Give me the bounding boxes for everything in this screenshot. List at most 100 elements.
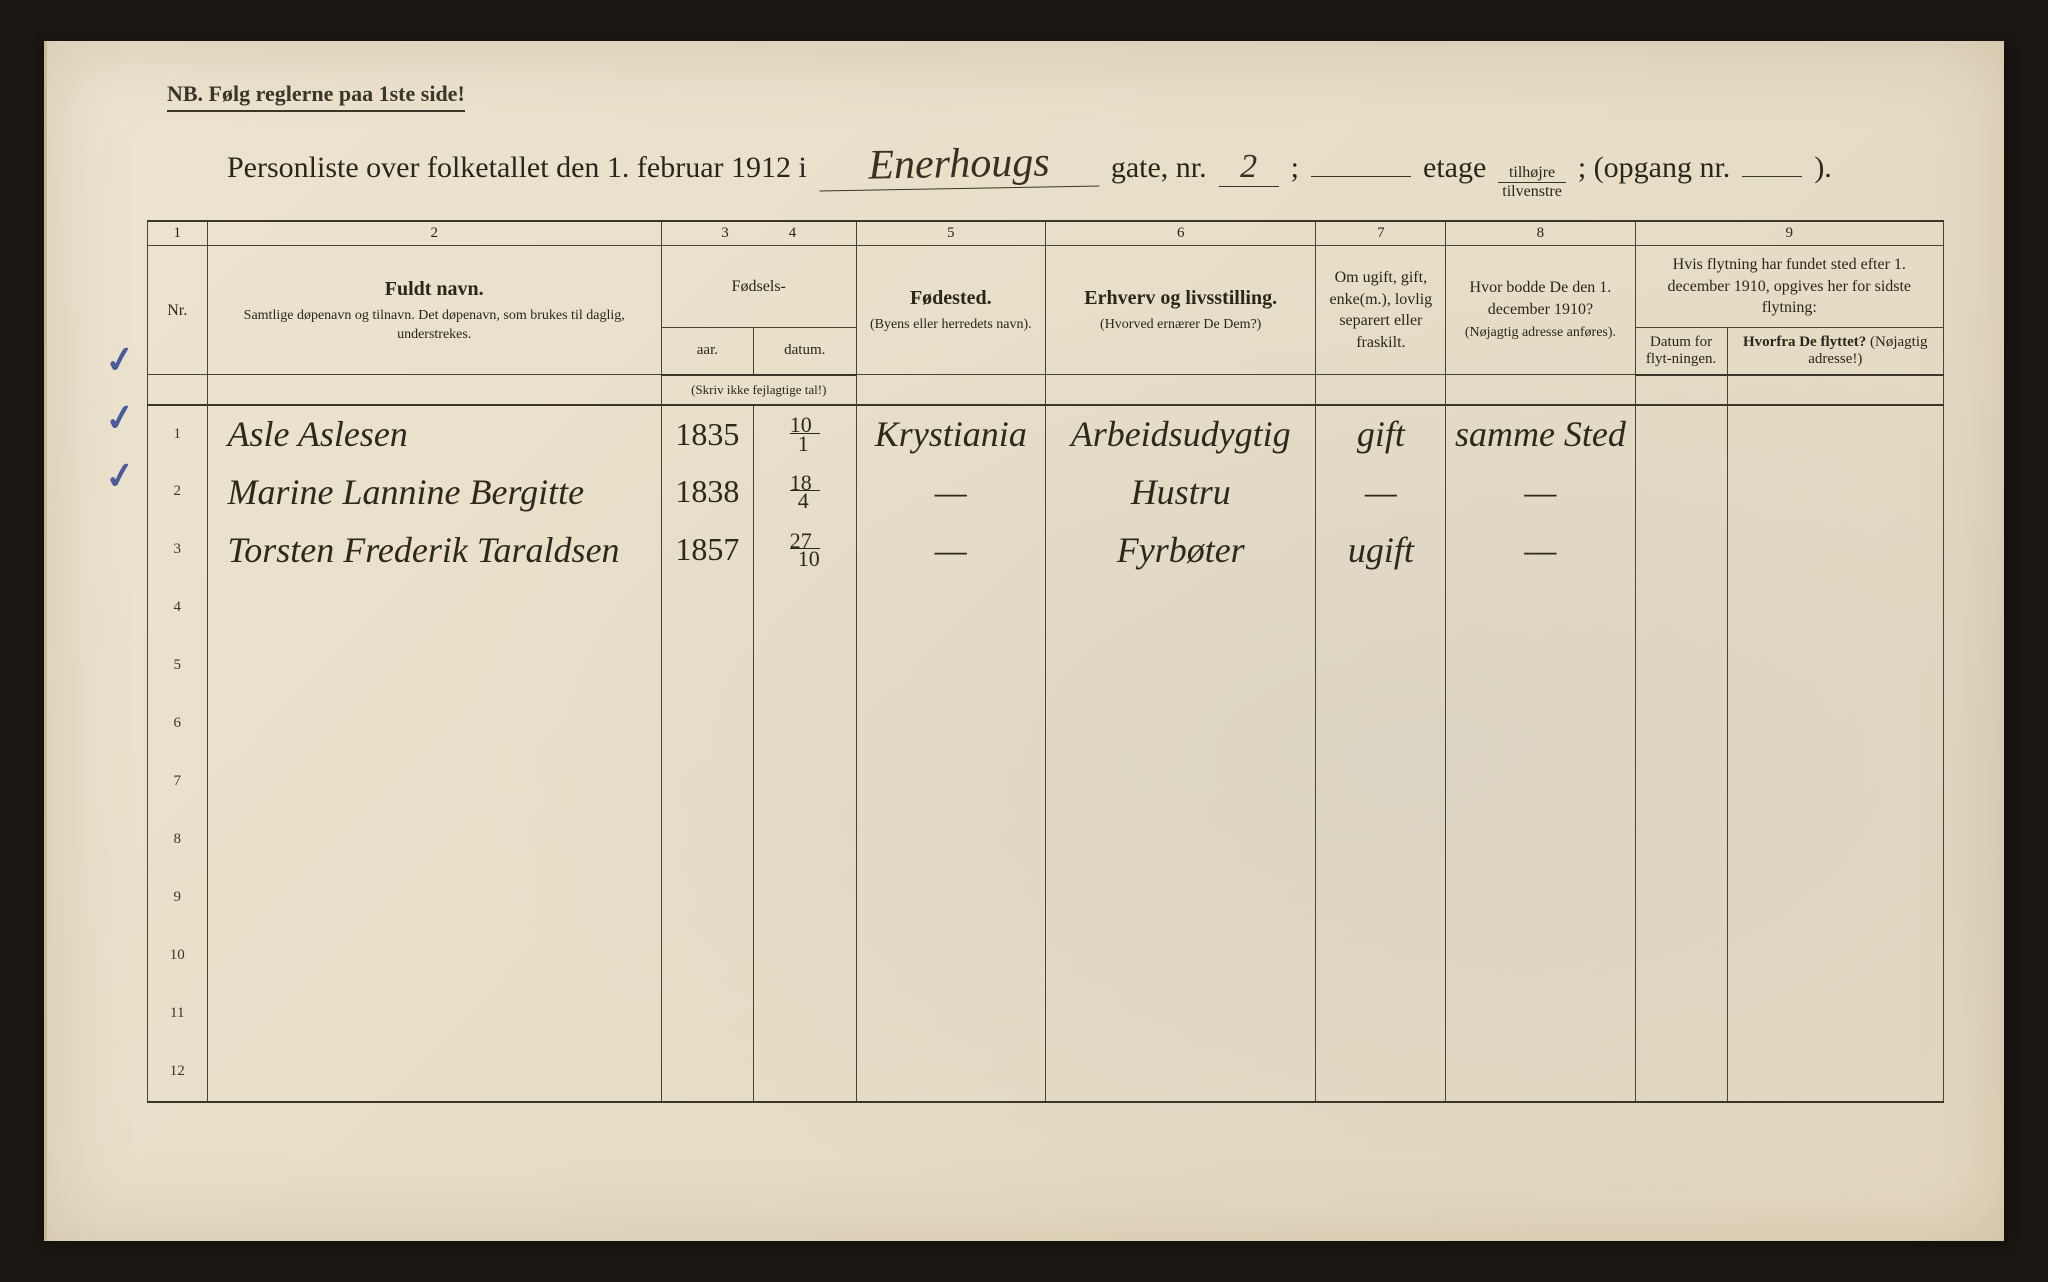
title-row: Personliste over folketallet den 1. febr… [227,140,1944,200]
title-prefix: Personliste over folketallet den 1. febr… [227,151,807,185]
census-table: 1 2 3 4 5 6 7 8 9 Nr. Fuldt navn. Samtli… [147,222,1944,1101]
row-name: Torsten Frederik Taraldsen [207,521,661,579]
row-name: Marine Lannine Bergitte [207,463,661,521]
row-movedate [1635,811,1727,869]
table-row: 6 [148,695,1944,753]
row-movefrom [1727,811,1943,869]
row-occupation [1045,927,1315,985]
table-row: 5 [148,637,1944,695]
row-name [207,637,661,695]
colnum-6: 6 [1045,222,1315,246]
hdr-birth-note: (Skriv ikke fejlagtige tal!) [661,375,856,405]
checkmark-icon: ✓ [102,453,138,499]
row-addr1910 [1446,1043,1635,1101]
gate-label: gate, nr. [1111,151,1207,185]
row-date: 184 [753,463,856,521]
row-marital: — [1316,463,1446,521]
row-nr: 2 [148,463,208,521]
table-row: 10 [148,927,1944,985]
hdr-birthplace-title: Fødested. [910,287,992,309]
row-year: 1838 [661,463,753,521]
row-nr: 10 [148,927,208,985]
row-movefrom [1727,1043,1943,1101]
row-birthplace [856,579,1045,637]
nb-instruction: NB. Følg reglerne paa 1ste side! [167,81,465,112]
row-movefrom [1727,753,1943,811]
row-birthplace [856,811,1045,869]
row-addr1910 [1446,637,1635,695]
row-date [753,1043,856,1101]
hdr-nr: Nr. [148,246,208,375]
row-name [207,869,661,927]
row-year [661,869,753,927]
row-year [661,985,753,1043]
hdr-birth-year: aar. [661,327,753,375]
hdr-move-from: Hvorfra De flyttet? (Nøjagtig adresse!) [1727,327,1943,375]
row-nr: 5 [148,637,208,695]
hdr-birth-date: datum. [753,327,856,375]
row-date: 101 [753,405,856,463]
row-occupation [1045,811,1315,869]
colnum-7: 7 [1316,222,1446,246]
row-movedate [1635,637,1727,695]
row-date [753,869,856,927]
hdr-movefrom-title: Hvorfra De flyttet? [1743,334,1866,350]
row-date: 2710 [753,521,856,579]
row-nr: 6 [148,695,208,753]
row-birthplace [856,1043,1045,1101]
row-birthplace [856,695,1045,753]
row-movefrom [1727,405,1943,463]
row-movedate [1635,869,1727,927]
row-occupation: Fyrbøter [1045,521,1315,579]
row-birthplace [856,637,1045,695]
tilvenstre: tilvenstre [1498,183,1566,201]
table-row: 8 [148,811,1944,869]
column-number-row: 1 2 3 4 5 6 7 8 9 [148,222,1944,246]
row-movedate [1635,695,1727,753]
row-marital [1316,695,1446,753]
table-row: 4 [148,579,1944,637]
row-movefrom [1727,927,1943,985]
row-name [207,1043,661,1101]
row-occupation: Arbeidsudygtig [1045,405,1315,463]
row-year: 1835 [661,405,753,463]
row-nr: 9 [148,869,208,927]
row-movedate [1635,405,1727,463]
row-movefrom [1727,579,1943,637]
hdr-marital: Om ugift, gift, enke(m.), lovlig separer… [1316,246,1446,375]
colnum-9: 9 [1635,222,1943,246]
table-row: 1 Asle Aslesen 1835 101 Krystiania Arbei… [148,405,1944,463]
row-movefrom [1727,463,1943,521]
hdr-birthplace: Fødested. (Byens eller herredets navn). [856,246,1045,375]
row-addr1910: — [1446,521,1635,579]
checkmark-icon: ✓ [102,337,138,383]
close-paren: ). [1814,151,1832,185]
hdr-occupation: Erhverv og livsstilling. (Hvorved ernære… [1045,246,1315,375]
row-birthplace [856,927,1045,985]
row-nr: 12 [148,1043,208,1101]
census-document: NB. Følg reglerne paa 1ste side! Personl… [44,41,2004,1241]
row-birthplace: Krystiania [856,405,1045,463]
row-marital [1316,753,1446,811]
row-year [661,927,753,985]
row-movedate [1635,521,1727,579]
hdr-move-date: Datum for flyt-ningen. [1635,327,1727,375]
row-year [661,1043,753,1101]
row-nr: 8 [148,811,208,869]
hdr-birth: Fødsels- [661,246,856,328]
row-occupation [1045,637,1315,695]
row-date [753,579,856,637]
row-addr1910 [1446,579,1635,637]
row-addr1910: samme Sted [1446,405,1635,463]
row-name [207,811,661,869]
row-birthplace: — [856,463,1045,521]
header-row: Nr. Fuldt navn. Samtlige døpenavn og til… [148,246,1944,328]
row-marital [1316,579,1446,637]
row-birthplace [856,985,1045,1043]
row-movedate [1635,463,1727,521]
row-addr1910 [1446,927,1635,985]
census-table-wrap: 1 2 3 4 5 6 7 8 9 Nr. Fuldt navn. Samtli… [147,220,1944,1103]
hdr-name-sub: Samtlige døpenavn og tilnavn. Det døpena… [214,307,655,345]
birth-note-row: (Skriv ikke fejlagtige tal!) [148,375,1944,405]
row-movefrom [1727,637,1943,695]
